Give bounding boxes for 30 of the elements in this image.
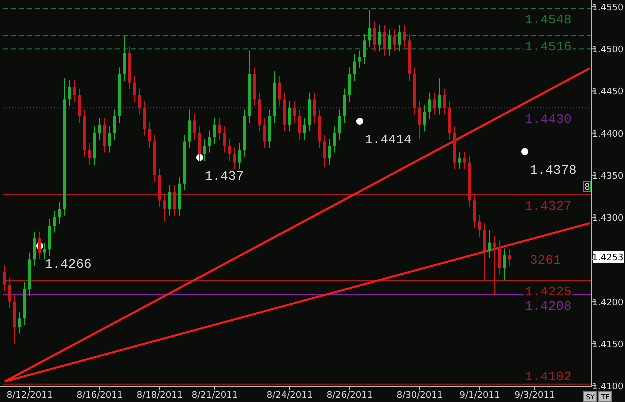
annotation: 3261 (530, 253, 562, 268)
y-tick-label: 1.4350 (592, 172, 624, 182)
y-tick-label: 1.4450 (592, 88, 624, 98)
data-label: 1.4414 (365, 132, 412, 148)
data-label: 1.437 (205, 168, 244, 184)
x-tick-label: 8/12/2011 (6, 391, 54, 401)
x-tick-label: 9/1/2011 (460, 391, 500, 401)
ref-line-label: 1.4548 (525, 12, 572, 28)
ref-line-label: 1.4208 (525, 299, 572, 314)
y-tick-label: 1.4500 (592, 46, 624, 56)
x-tick-label: 8/21/2011 (192, 391, 238, 401)
x-tick-label: 8/30/2011 (396, 391, 444, 401)
y-tick-label: 1.4200 (592, 298, 624, 308)
y-tick-label: 1.4400 (592, 130, 624, 140)
x-tick-label: 8/18/2011 (136, 391, 184, 401)
y-tick-label: 1.4100 (592, 382, 624, 392)
x-tick-label: 8/16/2011 (76, 391, 124, 401)
y-tick-label: 1.4550 (592, 4, 624, 14)
x-tick-label: 8/24/2011 (266, 391, 314, 401)
annotation: 8 (584, 183, 591, 193)
data-label: 1.4378 (530, 162, 577, 178)
annotation: 1.4253 (592, 254, 624, 264)
x-tick-label: 9/3/2011 (514, 391, 556, 401)
x-tick-label: 8/26/2011 (326, 391, 374, 401)
ref-line-label: 1.4430 (525, 112, 572, 128)
data-label: 1.4266 (45, 257, 92, 272)
ref-line-label: 1.4102 (525, 369, 572, 384)
y-tick-label: 1.4300 (592, 214, 624, 224)
y-tick-label: 1.4150 (592, 340, 624, 350)
ref-line-label: 1.4327 (525, 198, 572, 214)
